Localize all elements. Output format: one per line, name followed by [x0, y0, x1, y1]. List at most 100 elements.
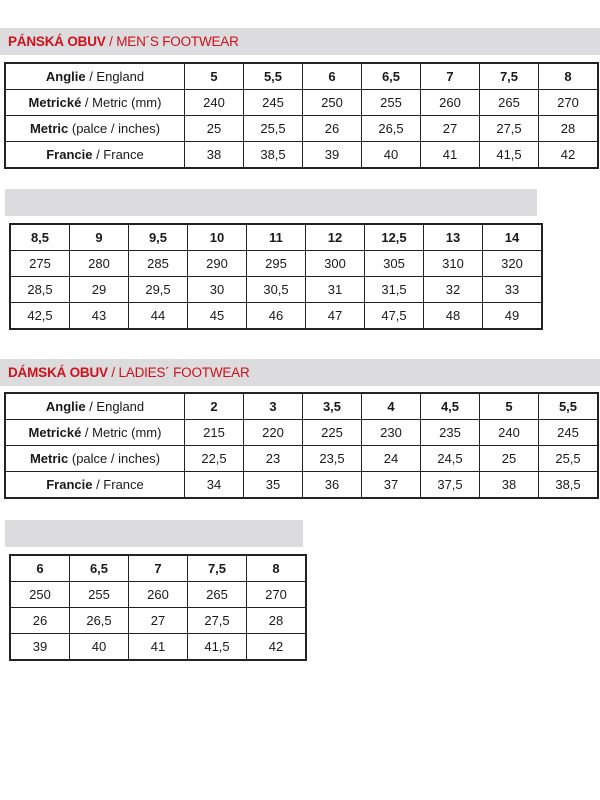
size-cell: 29,5 — [128, 276, 188, 303]
size-cell: 47 — [305, 302, 365, 330]
size-cell: 23,5 — [302, 445, 362, 472]
size-cell: 280 — [69, 250, 129, 277]
size-cell: 240 — [184, 89, 244, 116]
size-cell: 310 — [423, 250, 483, 277]
table-row: Anglie / England 2 3 3,5 4 4,5 5 5,5 — [4, 392, 599, 420]
size-cell: 12,5 — [364, 223, 424, 251]
size-cell: 6,5 — [69, 554, 129, 582]
size-cell: 30 — [187, 276, 247, 303]
size-cell: 8 — [538, 62, 599, 90]
size-cell: 320 — [482, 250, 543, 277]
size-cell: 6 — [302, 62, 362, 90]
mens-size-table-part1: Anglie / England 5 5,5 6 6,5 7 7,5 8 Metrické / … — [4, 62, 599, 169]
table-row: 8,5 9 9,5 10 11 12 12,5 13 14 — [9, 223, 543, 251]
size-cell: 265 — [187, 581, 247, 608]
size-cell: 6,5 — [361, 62, 421, 90]
size-cell: 290 — [187, 250, 247, 277]
size-cell: 27,5 — [187, 607, 247, 634]
size-cell: 8 — [246, 554, 307, 582]
mens-continuation-header — [5, 189, 537, 216]
size-cell: 9 — [69, 223, 129, 251]
size-cell: 14 — [482, 223, 543, 251]
table-row: 42,5 43 44 45 46 47 47,5 48 49 — [9, 302, 543, 330]
size-cell: 7 — [128, 554, 188, 582]
row-label: Francie / France — [4, 141, 185, 169]
table-row: 26 26,5 27 27,5 28 — [9, 607, 307, 634]
size-cell: 37,5 — [420, 471, 480, 499]
size-cell: 26 — [9, 607, 70, 634]
size-cell: 5 — [184, 62, 244, 90]
ladies-continuation-header — [5, 520, 303, 547]
row-label: Anglie / England — [4, 62, 185, 90]
size-cell: 48 — [423, 302, 483, 330]
size-cell: 255 — [69, 581, 129, 608]
size-cell: 41,5 — [187, 633, 247, 661]
size-cell: 38,5 — [243, 141, 303, 169]
ladies-section-title: DÁMSKÁ OBUV / LADIES´ FOOTWEAR — [8, 365, 250, 380]
size-cell: 24 — [361, 445, 421, 472]
size-cell: 41,5 — [479, 141, 539, 169]
size-cell: 37 — [361, 471, 421, 499]
size-cell: 5 — [479, 392, 539, 420]
table-row: 250 255 260 265 270 — [9, 581, 307, 608]
size-cell: 2 — [184, 392, 244, 420]
size-cell: 40 — [69, 633, 129, 661]
size-cell: 235 — [420, 419, 480, 446]
mens-section-header: PÁNSKÁ OBUV / MEN´S FOOTWEAR — [0, 28, 600, 55]
size-cell: 28,5 — [9, 276, 70, 303]
table-row: 275 280 285 290 295 300 305 310 320 — [9, 250, 543, 277]
size-cell: 305 — [364, 250, 424, 277]
size-cell: 27,5 — [479, 115, 539, 142]
size-cell: 31,5 — [364, 276, 424, 303]
size-cell: 26,5 — [361, 115, 421, 142]
size-cell: 245 — [243, 89, 303, 116]
size-cell: 49 — [482, 302, 543, 330]
table-row: Metrické / Metric (mm) 215 220 225 230 235 240… — [4, 419, 599, 446]
table-row: Metric (palce / inches) 25 25,5 26 26,5 27 27,… — [4, 115, 599, 142]
size-cell: 44 — [128, 302, 188, 330]
table-row: Anglie / England 5 5,5 6 6,5 7 7,5 8 — [4, 62, 599, 90]
size-cell: 25,5 — [538, 445, 599, 472]
size-cell: 250 — [9, 581, 70, 608]
size-cell: 245 — [538, 419, 599, 446]
size-cell: 7 — [420, 62, 480, 90]
size-cell: 42,5 — [9, 302, 70, 330]
size-cell: 26 — [302, 115, 362, 142]
size-cell: 4 — [361, 392, 421, 420]
size-cell: 47,5 — [364, 302, 424, 330]
size-cell: 3,5 — [302, 392, 362, 420]
size-cell: 220 — [243, 419, 303, 446]
size-cell: 40 — [361, 141, 421, 169]
size-cell: 5,5 — [243, 62, 303, 90]
size-cell: 42 — [246, 633, 307, 661]
size-cell: 42 — [538, 141, 599, 169]
size-cell: 31 — [305, 276, 365, 303]
size-cell: 32 — [423, 276, 483, 303]
size-cell: 270 — [246, 581, 307, 608]
size-cell: 38 — [479, 471, 539, 499]
size-cell: 39 — [302, 141, 362, 169]
size-cell: 41 — [420, 141, 480, 169]
table-row: Metric (palce / inches) 22,5 23 23,5 24 24,5 2… — [4, 445, 599, 472]
size-cell: 35 — [243, 471, 303, 499]
size-cell: 45 — [187, 302, 247, 330]
size-cell: 285 — [128, 250, 188, 277]
size-cell: 25 — [184, 115, 244, 142]
row-label: Metrické / Metric (mm) — [4, 419, 185, 446]
size-cell: 7,5 — [479, 62, 539, 90]
row-label: Francie / France — [4, 471, 185, 499]
size-cell: 23 — [243, 445, 303, 472]
ladies-size-table-part2: 6 6,5 7 7,5 8 250 255 260 265 270 26 26,5 27 27,5 28 39… — [9, 554, 307, 661]
size-cell: 6 — [9, 554, 70, 582]
size-cell: 43 — [69, 302, 129, 330]
mens-size-table-part2: 8,5 9 9,5 10 11 12 12,5 13 14 275 280 285 290 295 300 3… — [9, 223, 543, 330]
size-cell: 25,5 — [243, 115, 303, 142]
size-cell: 27 — [128, 607, 188, 634]
size-cell: 260 — [128, 581, 188, 608]
ladies-section-header: DÁMSKÁ OBUV / LADIES´ FOOTWEAR — [0, 359, 600, 386]
size-cell: 29 — [69, 276, 129, 303]
size-cell: 38,5 — [538, 471, 599, 499]
size-cell: 10 — [187, 223, 247, 251]
row-label: Metric (palce / inches) — [4, 115, 185, 142]
size-cell: 11 — [246, 223, 306, 251]
